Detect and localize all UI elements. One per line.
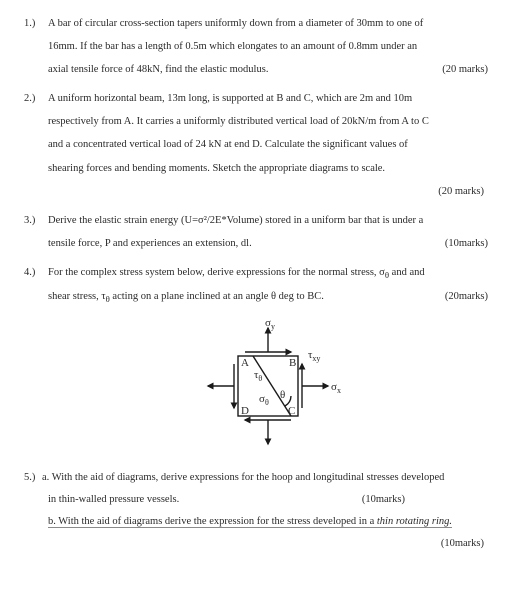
label-D: D [241,405,249,417]
stress-diagram: σy τxy σx A B C D τθ σθ θ [48,316,488,460]
q4-marks: (20marks) [445,285,488,308]
question-2-body: A uniform horizontal beam, 13m long, is … [48,87,488,179]
label-sigma-y: σy [265,317,275,331]
question-2-number: 2.) [24,87,35,110]
question-4-body: For the complex stress system below, der… [48,261,488,310]
label-A: A [241,357,249,369]
label-sigma-theta: σθ [259,393,269,407]
q4-line-a: For the complex stress system below, der… [48,267,425,278]
q3-line-b: tensile force, P and experiences an exte… [48,238,252,249]
question-5a: 5.) a. With the aid of diagrams, derive … [48,467,488,511]
label-tau-theta: τθ [254,369,262,383]
q3-line-a: Derive the elastic strain energy (U=σ²/2… [48,215,423,226]
q5b-marks: (10marks) [48,533,488,555]
q1-line-a: A bar of circular cross-section tapers u… [48,18,423,29]
q2-line-c: and a concentrated vertical load of 24 k… [48,139,408,150]
question-5: 5.) a. With the aid of diagrams, derive … [48,467,488,555]
q1-marks: (20 marks) [442,58,488,81]
question-3: 3.) Derive the elastic strain energy (U=… [48,209,488,255]
label-tau-xy: τxy [308,349,320,363]
q2-line-d: shearing forces and bending moments. Ske… [48,163,385,174]
question-1-body: A bar of circular cross-section tapers u… [48,12,488,81]
q4-line-b: shear stress, τθ acting on a plane incli… [48,291,324,302]
question-3-body: Derive the elastic strain energy (U=σ²/2… [48,209,488,255]
q3-marks: (10marks) [445,232,488,255]
label-C: C [288,405,295,417]
q5a-text2: in thin-walled pressure vessels. [48,494,179,505]
q5b-text: b. With the aid of diagrams derive the e… [48,516,452,528]
q2-line-a: A uniform horizontal beam, 13m long, is … [48,93,412,104]
q5a-marks: (10marks) [362,489,405,511]
question-2: 2.) A uniform horizontal beam, 13m long,… [48,87,488,202]
label-sigma-x: σx [331,381,341,395]
q5a-num: 5.) [24,472,35,483]
q2-line-b: respectively from A. It carries a unifor… [48,116,429,127]
label-theta: θ [280,389,285,401]
q1-line-c: axial tensile force of 48kN, find the el… [48,64,268,75]
q1-line-b: 16mm. If the bar has a length of 0.5m wh… [48,41,417,52]
question-1: 1.) A bar of circular cross-section tape… [48,12,488,81]
label-B: B [289,357,296,369]
q5a-text: a. With the aid of diagrams, derive expr… [42,472,444,483]
question-3-number: 3.) [24,209,35,232]
question-4-number: 4.) [24,261,35,284]
question-1-number: 1.) [24,12,35,35]
question-5b: b. With the aid of diagrams derive the e… [48,511,488,533]
question-4: 4.) For the complex stress system below,… [48,261,488,310]
stress-diagram-svg: σy τxy σx A B C D τθ σθ θ [183,316,353,456]
q2-marks: (20 marks) [48,180,488,203]
